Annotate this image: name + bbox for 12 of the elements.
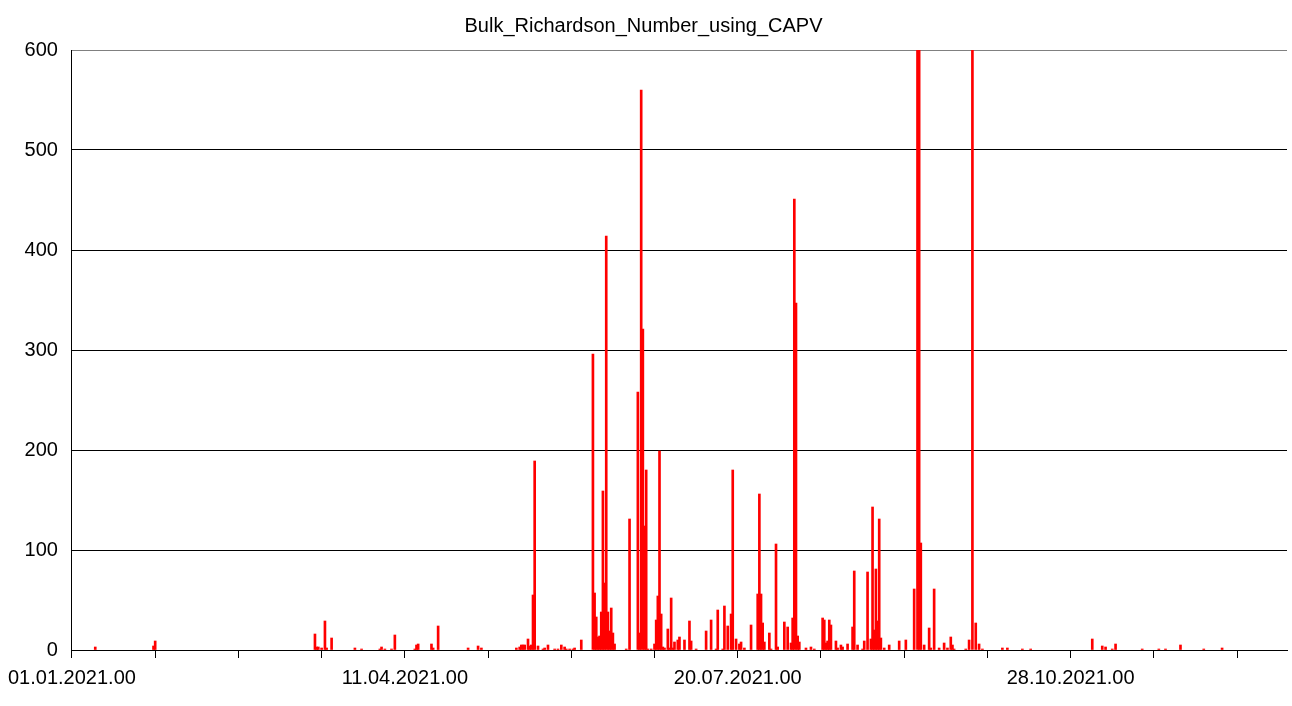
x-tick-label: 11.04.2021.00 — [341, 665, 469, 688]
x-tick-label: 20.07.2021.00 — [673, 665, 802, 688]
y-tick-label: 100 — [24, 537, 58, 560]
x-tick-label: 01.01.2021.00 — [8, 665, 136, 688]
x-tick-label: 28.10.2021.00 — [1006, 665, 1135, 688]
y-tick-label: 200 — [24, 437, 58, 460]
y-tick-label: 400 — [24, 237, 58, 260]
y-tick-label: 500 — [24, 137, 58, 160]
y-tick-label: 600 — [24, 37, 58, 60]
y-tick-label: 300 — [24, 337, 58, 360]
y-tick-label: 0 — [46, 637, 58, 660]
chart-title: Bulk_Richardson_Number_using_CAPV — [464, 13, 824, 37]
